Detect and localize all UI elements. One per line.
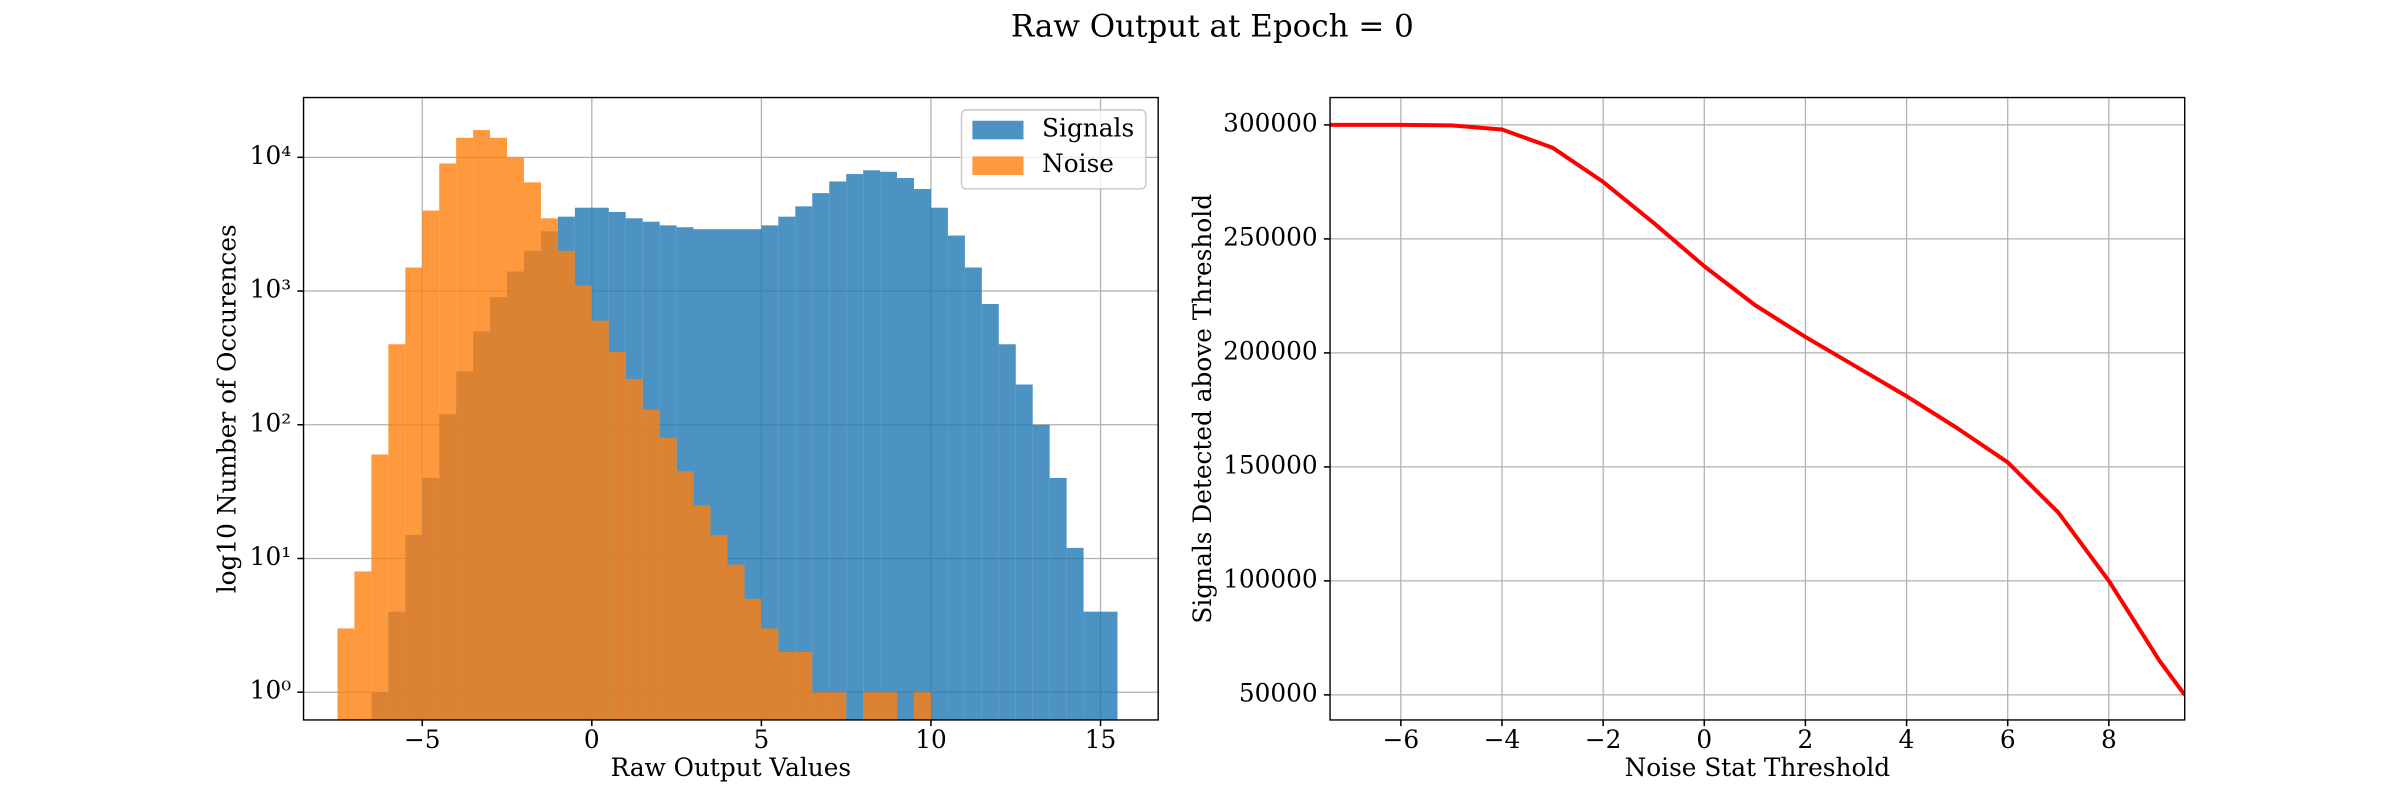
histogram-bar [1083,611,1101,720]
legend-swatch [972,156,1024,175]
histogram-bar [1032,424,1050,720]
histogram-bar [523,182,541,720]
histogram-bar [507,157,524,720]
histogram-bar [863,692,881,720]
histogram-bar [744,598,762,720]
histogram-bar [625,378,643,720]
histogram-bar [1100,611,1118,720]
legend-label: Signals [1042,114,1134,143]
histogram-bar [1066,547,1084,720]
x-tick-label: 10 [915,725,947,754]
histogram-bar [405,267,423,720]
x-tick-label: −5 [404,725,441,754]
histogram-bar [880,171,898,720]
histogram-bar [914,188,931,720]
histogram-bar [829,692,847,720]
histogram-bar [439,163,457,720]
histogram-bar [812,692,830,720]
histogram-bar [795,651,813,720]
y-tick-label: 10¹ [250,542,291,571]
y-tick-label: 50000 [1239,678,1318,707]
histogram-bar [947,235,965,720]
histogram-bar [473,130,491,720]
y-tick-label: 150000 [1223,450,1318,479]
histogram-bar [761,628,779,720]
histogram-bar [388,344,406,720]
histogram-bar [693,505,711,720]
axes-frame [1329,96,2186,721]
histogram-bar [930,207,948,720]
histogram-bar [456,137,474,720]
histogram-bar [761,225,779,720]
x-tick-label: 15 [1085,725,1117,754]
histogram-bar [880,692,898,720]
histogram-bar [574,285,592,720]
histogram-bar [778,216,796,720]
x-tick-label: 6 [2000,725,2016,754]
y-axis-label: Signals Detected above Threshold [1188,194,1217,624]
histogram-bar [829,181,847,720]
histogram-bar [727,564,745,720]
histogram-bar [354,571,372,720]
histogram-bar [863,170,881,720]
y-tick-label: 10⁰ [250,676,292,705]
legend: Signals Noise [960,109,1147,190]
histogram-bar [964,267,982,720]
y-tick-label: 10⁴ [250,141,292,170]
x-tick-label: 0 [1696,725,1712,754]
line [1330,122,2185,697]
histogram-bar [981,304,999,720]
x-axis-label: Noise Stat Threshold [1625,753,1891,782]
histogram-bar [795,206,813,720]
histogram-bar [540,218,558,720]
histogram-bar [744,229,762,720]
x-axis-label: Raw Output Values [611,753,852,782]
y-tick-label: 100000 [1223,564,1318,593]
y-tick-label: 200000 [1223,336,1318,365]
histogram-bar [897,178,915,720]
histogram-bar [998,344,1016,720]
histogram-bar [608,352,626,720]
histogram-bar [676,471,694,720]
histogram-bar [490,137,508,720]
histogram-bar [1049,477,1067,720]
histogram-bar [778,651,796,720]
x-tick-label: 5 [754,725,770,754]
figure-title: Raw Output at Epoch = 0 [1011,8,1414,44]
y-axis-label: log10 Number of Occurences [213,224,242,593]
x-tick-label: 8 [2101,725,2117,754]
x-tick-label: 2 [1798,725,1814,754]
legend-swatch [972,120,1024,140]
x-tick-label: 4 [1899,725,1915,754]
histogram-bar [591,320,609,720]
histogram-bar [914,692,931,720]
x-tick-label: −6 [1383,725,1420,754]
histogram-bar [371,454,389,720]
histogram-bar [846,174,864,720]
axes-frame [302,96,1159,721]
histogram-bar [812,193,830,720]
legend-label: Noise [1042,149,1114,178]
y-tick-label: 250000 [1223,222,1318,251]
x-tick-label: 0 [584,725,600,754]
histogram-bar [1015,384,1033,720]
y-tick-label: 10² [250,408,291,437]
y-tick-label: 10³ [250,275,291,304]
y-tick-label: 300000 [1223,108,1318,137]
histogram-bar [557,250,575,720]
x-tick-label: −2 [1585,725,1622,754]
plot-area [337,130,1118,720]
histogram-bar [422,210,440,720]
histogram-bar [710,534,728,720]
histogram-bar [642,409,660,720]
histogram-bar [337,628,355,720]
x-tick-label: −4 [1484,725,1521,754]
plot-area [1330,122,2185,697]
histogram-bar [659,437,677,720]
